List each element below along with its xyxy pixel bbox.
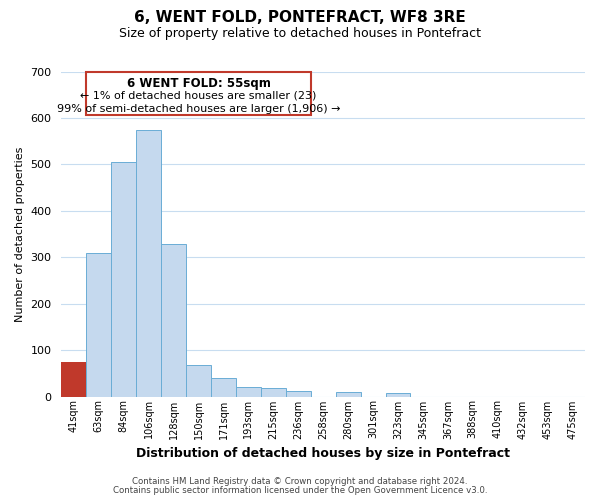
Bar [136, 130, 161, 396]
Text: Contains public sector information licensed under the Open Government Licence v3: Contains public sector information licen… [113, 486, 487, 495]
Bar [261, 388, 286, 396]
Text: Contains HM Land Registry data © Crown copyright and database right 2024.: Contains HM Land Registry data © Crown c… [132, 477, 468, 486]
Bar [111, 162, 136, 396]
Text: 6 WENT FOLD: 55sqm: 6 WENT FOLD: 55sqm [127, 76, 271, 90]
X-axis label: Distribution of detached houses by size in Pontefract: Distribution of detached houses by size … [136, 447, 510, 460]
Bar [186, 365, 211, 396]
Bar [236, 387, 261, 396]
Text: ← 1% of detached houses are smaller (23): ← 1% of detached houses are smaller (23) [80, 91, 317, 101]
Bar [86, 252, 111, 396]
Bar [61, 362, 86, 396]
Text: 99% of semi-detached houses are larger (1,906) →: 99% of semi-detached houses are larger (… [57, 104, 340, 114]
Bar [161, 244, 186, 396]
Text: Size of property relative to detached houses in Pontefract: Size of property relative to detached ho… [119, 28, 481, 40]
Text: 6, WENT FOLD, PONTEFRACT, WF8 3RE: 6, WENT FOLD, PONTEFRACT, WF8 3RE [134, 10, 466, 25]
Bar [211, 378, 236, 396]
Bar [386, 394, 410, 396]
Bar [286, 391, 311, 396]
Bar [335, 392, 361, 396]
Y-axis label: Number of detached properties: Number of detached properties [15, 146, 25, 322]
